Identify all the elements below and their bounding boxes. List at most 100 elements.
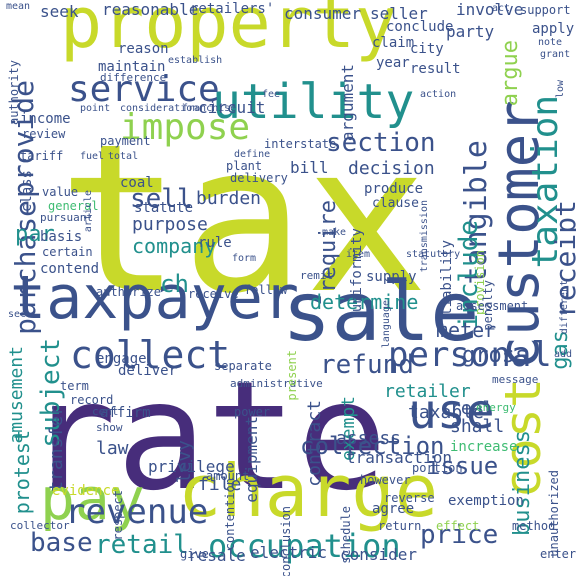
word-note: note bbox=[538, 37, 563, 48]
word-different: different bbox=[559, 280, 570, 335]
word-total: total bbox=[108, 151, 139, 162]
word-party: party bbox=[446, 22, 495, 41]
word-review: review bbox=[22, 127, 66, 141]
word-certain: certain bbox=[42, 245, 93, 259]
word-rate: rate bbox=[26, 350, 388, 524]
word-impose: impose bbox=[120, 107, 251, 148]
word-occupation: occupation bbox=[208, 527, 401, 565]
word-retail: retail bbox=[95, 530, 189, 560]
word-act: act bbox=[492, 3, 511, 14]
word-electric: electric bbox=[250, 543, 328, 562]
word-reverse: reverse bbox=[384, 491, 435, 505]
word-agree: agree bbox=[372, 501, 415, 517]
word-form: form bbox=[232, 253, 257, 264]
word-revenue: revenue bbox=[65, 492, 209, 532]
word-interstate: interstate bbox=[264, 137, 337, 151]
word-apply: apply bbox=[532, 21, 575, 37]
word-use: use bbox=[408, 384, 495, 440]
word-company: company bbox=[132, 234, 217, 258]
word-value: value bbox=[42, 185, 79, 199]
word-fuel: fuel bbox=[80, 151, 105, 162]
word-conclusion: conclusion bbox=[279, 506, 293, 576]
word-assessment: assessment bbox=[456, 299, 529, 313]
word-point: point bbox=[80, 103, 111, 114]
word-produce: produce bbox=[364, 181, 424, 197]
word-purpose: purpose bbox=[132, 214, 208, 235]
word-real: real bbox=[450, 398, 494, 419]
word-collection: collection bbox=[300, 432, 445, 460]
word-personal: personal bbox=[388, 335, 552, 375]
word-item: item bbox=[346, 249, 371, 260]
word-bill: bill bbox=[290, 158, 329, 177]
word-coal: coal bbox=[120, 175, 154, 191]
word-unauthorized: unauthorized bbox=[547, 470, 561, 557]
word-separate: separate bbox=[214, 359, 272, 373]
word-general: general bbox=[48, 199, 99, 213]
word-fee: fee bbox=[262, 89, 281, 100]
word-consider: consider bbox=[340, 545, 418, 564]
word-clause: clause bbox=[372, 196, 419, 211]
word-taxpayer: taxpayer bbox=[10, 263, 299, 333]
word-consideration: consideration bbox=[120, 103, 199, 114]
word-receive: receive bbox=[188, 287, 239, 301]
word-follow: follow bbox=[244, 283, 288, 297]
word-assess: assess bbox=[336, 428, 402, 449]
word-refund: refund bbox=[320, 350, 414, 380]
word-consumer: consumer bbox=[284, 4, 362, 23]
word-cent: cent bbox=[92, 405, 119, 418]
word-uniformity: uniformity bbox=[349, 228, 365, 313]
word-mean: mean bbox=[6, 1, 31, 12]
word-gross: gross bbox=[462, 343, 529, 368]
word-argue: argue bbox=[498, 40, 523, 107]
word-term: term bbox=[60, 379, 89, 393]
word-contention: contention bbox=[223, 478, 237, 551]
word-difference: difference bbox=[100, 71, 167, 84]
word-franchise: franchise bbox=[182, 103, 237, 114]
word-statutory: statutory bbox=[406, 249, 461, 260]
word-message: message bbox=[492, 373, 539, 386]
word-record: record bbox=[70, 393, 114, 407]
word-collect: collect bbox=[70, 333, 231, 377]
word-equipment: equipment bbox=[242, 416, 261, 503]
word-engage: engage bbox=[96, 351, 147, 367]
word-utility: utility bbox=[212, 74, 415, 130]
word-service: service bbox=[68, 69, 220, 110]
word-determine: determine bbox=[310, 290, 419, 314]
word-exemption: exemption bbox=[448, 493, 524, 509]
word-resale: resale bbox=[188, 546, 246, 565]
word-plant: plant bbox=[226, 159, 263, 173]
word-year: year bbox=[376, 55, 410, 71]
word-sell: sell bbox=[130, 184, 193, 214]
word-affirm: affirm bbox=[100, 405, 151, 421]
word-amount: amount bbox=[206, 469, 250, 483]
word-transmission: transmission bbox=[419, 200, 430, 273]
word-reason: reason bbox=[118, 41, 169, 57]
word-section: section bbox=[326, 128, 436, 158]
word-authority: authority bbox=[7, 60, 21, 126]
word-however: however bbox=[360, 473, 411, 487]
word-contend: contend bbox=[40, 261, 100, 277]
word-article: article bbox=[83, 190, 94, 233]
word-issue: issue bbox=[426, 452, 499, 480]
word-present: present bbox=[285, 350, 299, 401]
word-effect: effect bbox=[436, 519, 480, 533]
word-income: income bbox=[20, 111, 71, 127]
word-sec: sec bbox=[8, 309, 27, 320]
word-method: method bbox=[512, 519, 556, 533]
word-argument: argument bbox=[338, 64, 357, 142]
word-energy: energy bbox=[476, 401, 516, 414]
word-pay: pay bbox=[40, 465, 145, 533]
word-privilege: privilege bbox=[148, 457, 235, 476]
word-seller: seller bbox=[370, 4, 428, 23]
word-ch: ch bbox=[160, 270, 189, 298]
word-property: property bbox=[60, 0, 398, 64]
word-show: show bbox=[96, 421, 123, 434]
word-sale: sale bbox=[282, 265, 480, 360]
word-action: action bbox=[420, 89, 457, 100]
word-file: file bbox=[198, 474, 242, 495]
word-charge: charge bbox=[178, 449, 439, 533]
word-result: result bbox=[410, 61, 461, 77]
word-support: support bbox=[520, 3, 571, 17]
word-transaction: transaction bbox=[346, 448, 452, 467]
